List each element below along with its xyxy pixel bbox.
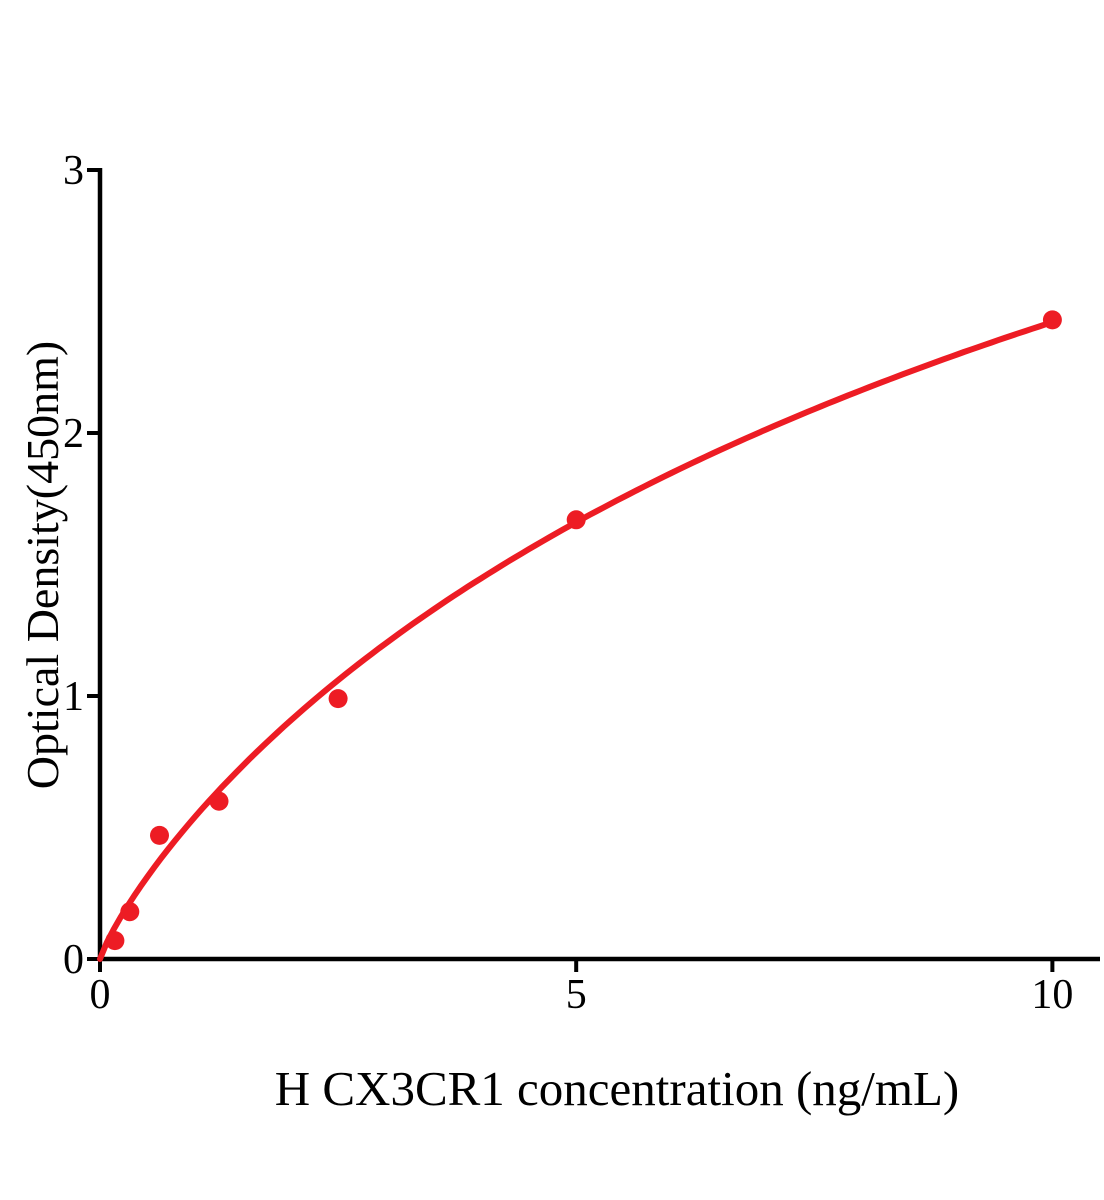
data-points [105, 310, 1062, 951]
x-tick-label: 5 [566, 972, 587, 1018]
y-tick-label: 1 [63, 674, 84, 720]
tick-marks [87, 168, 1055, 972]
data-point [120, 902, 140, 922]
x-tick-label: 0 [90, 972, 111, 1018]
data-point [209, 791, 229, 811]
y-tick-label: 3 [63, 148, 84, 194]
y-tick-label: 2 [63, 411, 84, 457]
fitted-curve-line [97, 319, 1056, 962]
tick-labels: 0 5 10 0 1 2 3 [63, 148, 1073, 1018]
data-point [566, 510, 586, 530]
data-point [1042, 310, 1062, 330]
y-tick-label: 0 [63, 937, 84, 983]
x-axis-title: H CX3CR1 concentration (ng/mL) [275, 1061, 960, 1116]
data-point [328, 689, 348, 709]
axes [97, 168, 1100, 962]
y-axis-title: Optical Density(450nm) [17, 341, 68, 789]
data-point [105, 931, 125, 951]
x-tick-label: 10 [1031, 972, 1073, 1018]
data-point [150, 825, 169, 845]
